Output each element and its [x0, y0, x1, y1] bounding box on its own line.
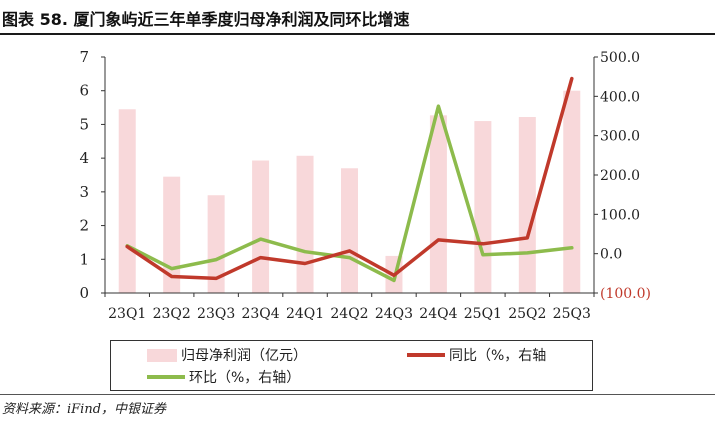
bar-24Q4: [429, 115, 447, 293]
legend-swatch-yoy: [407, 353, 445, 357]
x-tick-label-24Q3: 24Q3: [375, 306, 413, 322]
bar-25Q3: [563, 90, 581, 293]
legend-item-qoq: 环比（%，右轴）: [147, 367, 300, 387]
x-tick-label-25Q2: 25Q2: [508, 306, 546, 322]
left-tick-label: 1: [79, 250, 89, 268]
source-note: 资料来源：iFind，中银证券: [2, 402, 167, 417]
left-tick-label: 5: [79, 115, 89, 133]
right-tick-label: 100.0: [600, 207, 640, 223]
left-tick-label: 3: [79, 183, 89, 201]
x-tick-label-23Q4: 23Q4: [241, 306, 279, 322]
legend: 归母净利润（亿元） 同比（%，右轴 环比（%，右轴）: [110, 340, 593, 391]
lines-group: [125, 76, 574, 283]
bar-25Q1: [474, 121, 492, 293]
bar-23Q4: [252, 160, 270, 293]
yoy-line: [125, 76, 574, 281]
left-tick-label: 7: [79, 48, 89, 66]
x-tick-label-24Q4: 24Q4: [419, 306, 457, 322]
bar-24Q2: [341, 168, 358, 293]
bar-24Q1: [296, 155, 314, 293]
bars-group: [118, 90, 581, 293]
bar-25Q2: [518, 117, 536, 293]
x-tick-label-24Q2: 24Q2: [330, 306, 368, 322]
title-row: 图表 58. 厦门象屿近三年单季度归母净利润及同环比增速: [0, 0, 715, 40]
right-tick-label: 500.0: [600, 50, 640, 66]
x-tick-label-23Q3: 23Q3: [197, 306, 235, 322]
source-rule: [0, 394, 715, 395]
x-tick-label-25Q3: 25Q3: [553, 306, 591, 322]
x-tick-label-25Q1: 25Q1: [464, 306, 502, 322]
qoq-line: [125, 104, 574, 283]
bar-23Q2: [163, 176, 181, 293]
right-tick-label: 300.0: [600, 129, 640, 145]
right-tick-label: 400.0: [600, 89, 640, 105]
left-tick-label: 6: [79, 82, 89, 100]
left-tick-label: 2: [79, 217, 89, 235]
legend-label-net-profit: 归母净利润（亿元）: [181, 348, 307, 364]
x-tick-label-24Q1: 24Q1: [286, 306, 324, 322]
bar-23Q1: [118, 109, 136, 293]
right-tick-label: (100.0): [600, 286, 651, 302]
title-rule: [0, 33, 715, 35]
legend-label-qoq: 环比（%，右轴）: [189, 370, 301, 386]
right-tick-label: 200.0: [600, 168, 640, 184]
legend-label-yoy: 同比（%，右轴: [449, 348, 547, 364]
legend-item-net-profit: 归母净利润（亿元）: [147, 345, 307, 365]
x-tick-label-23Q2: 23Q2: [153, 306, 191, 322]
legend-swatch-qoq: [147, 375, 185, 379]
chart-title: 图表 58. 厦门象屿近三年单季度归母净利润及同环比增速: [2, 10, 410, 29]
legend-item-yoy: 同比（%，右轴: [407, 345, 546, 365]
axes-group: [101, 56, 598, 297]
x-tick-label-23Q1: 23Q1: [108, 306, 146, 322]
left-tick-label: 0: [79, 284, 89, 302]
tick-labels-group: 0 1 2 3 4 5 6 7 (100.0) 0.0 100.0 200.0 300.0 400.0 50…: [79, 48, 651, 322]
bar-23Q3: [207, 195, 225, 293]
right-tick-label: 0.0: [600, 247, 622, 263]
legend-swatch-bar: [147, 348, 177, 362]
left-tick-label: 4: [79, 149, 89, 167]
